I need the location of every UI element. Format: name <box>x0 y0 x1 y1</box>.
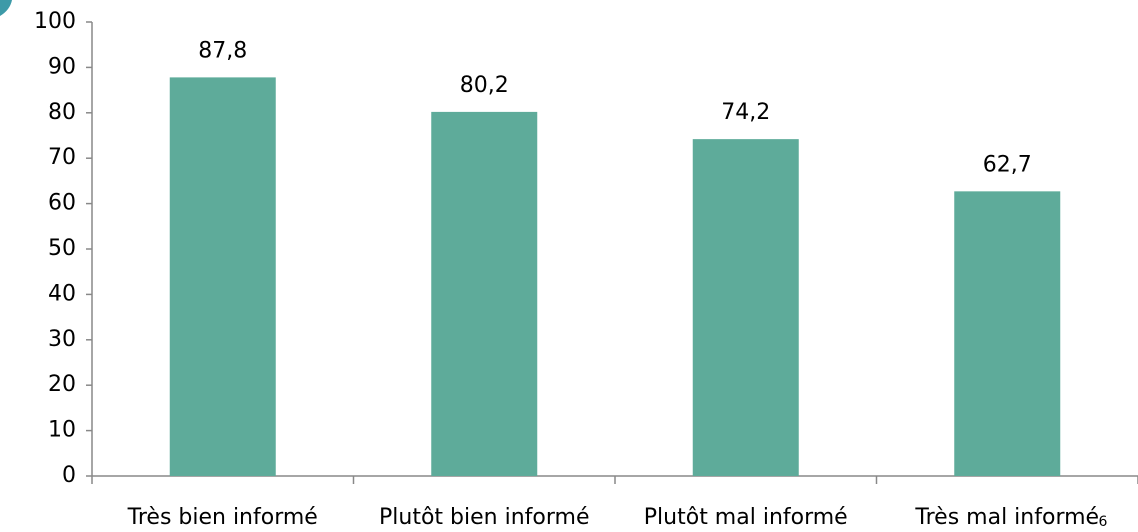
decor <box>0 0 12 16</box>
y-tick-label: 90 <box>48 54 76 79</box>
x-tick-label: Très bien informé <box>127 505 318 530</box>
y-tick-label: 20 <box>48 372 76 397</box>
bar <box>169 77 276 476</box>
bar <box>954 191 1061 477</box>
y-tick-label: 80 <box>48 100 76 125</box>
x-tick-label: Plutôt bien informé <box>379 505 589 530</box>
y-tick-label: 30 <box>48 327 76 352</box>
x-tick-label: Très mal informé <box>914 505 1099 530</box>
value-label: 62,7 <box>983 152 1032 177</box>
value-label: 80,2 <box>460 73 509 98</box>
value-label: 74,2 <box>721 100 770 125</box>
y-tick-label: 70 <box>48 145 76 170</box>
y-tick-label: 50 <box>48 236 76 261</box>
y-tick-label: 100 <box>34 9 76 34</box>
value-label: 87,8 <box>198 38 247 63</box>
y-tick-label: 60 <box>48 191 76 216</box>
y-tick-label: 40 <box>48 281 76 306</box>
bar <box>692 139 799 476</box>
page-number: 6 <box>1099 514 1108 530</box>
x-tick-label: Plutôt mal informé <box>644 505 848 530</box>
y-tick-label: 0 <box>62 463 76 488</box>
bar <box>431 111 538 476</box>
y-tick-label: 10 <box>48 418 76 443</box>
